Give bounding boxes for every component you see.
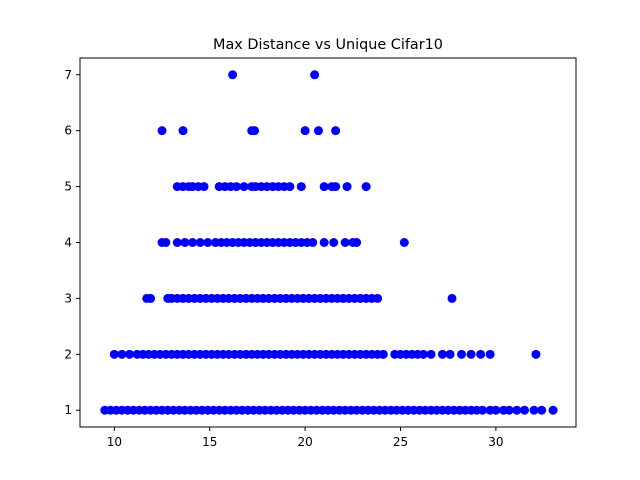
data-point xyxy=(199,182,209,192)
data-point xyxy=(476,349,486,359)
data-point xyxy=(331,126,341,136)
data-point xyxy=(300,126,310,136)
data-point xyxy=(203,238,213,247)
data-point xyxy=(239,182,249,192)
data-point xyxy=(195,238,205,247)
data-point xyxy=(319,238,329,247)
data-point xyxy=(352,238,362,247)
x-tick-label: 25 xyxy=(393,435,408,449)
data-point xyxy=(373,293,383,303)
x-tick-label: 30 xyxy=(488,435,503,449)
y-tick-label: 4 xyxy=(64,236,72,250)
x-axis: 10 15 20 25 30 xyxy=(107,427,504,449)
data-point xyxy=(157,126,167,136)
data-point xyxy=(426,349,436,359)
data-point xyxy=(329,238,339,247)
x-tick-label: 10 xyxy=(107,435,122,449)
data-point xyxy=(447,293,457,303)
data-point xyxy=(485,349,495,359)
data-point xyxy=(512,405,522,415)
y-axis: 1 2 3 4 5 6 7 xyxy=(64,68,80,417)
data-point xyxy=(319,182,329,192)
data-point xyxy=(342,182,352,192)
points-layer xyxy=(100,70,558,415)
data-point xyxy=(437,349,447,359)
data-point xyxy=(231,182,241,192)
data-point xyxy=(296,182,306,192)
data-point xyxy=(529,405,539,415)
data-point xyxy=(491,405,501,415)
data-point xyxy=(478,405,488,415)
x-tick-label: 20 xyxy=(297,435,312,449)
data-point xyxy=(285,182,295,192)
data-point xyxy=(146,293,156,303)
data-point xyxy=(399,238,409,247)
data-point xyxy=(310,70,320,80)
data-point xyxy=(188,238,198,247)
y-tick-label: 2 xyxy=(64,347,72,361)
y-tick-label: 7 xyxy=(64,68,72,82)
y-tick-label: 1 xyxy=(64,403,72,417)
y-tick-label: 5 xyxy=(64,180,72,194)
data-point xyxy=(340,238,350,247)
data-point xyxy=(180,238,190,247)
data-point xyxy=(172,238,182,247)
data-point xyxy=(445,349,455,359)
data-point xyxy=(117,349,127,359)
x-tick-label: 15 xyxy=(202,435,217,449)
data-point xyxy=(466,349,476,359)
data-point xyxy=(531,349,541,359)
data-point xyxy=(178,126,188,136)
data-point xyxy=(537,405,547,415)
data-point xyxy=(548,405,558,415)
data-point xyxy=(228,70,238,80)
data-point xyxy=(361,182,371,192)
data-point xyxy=(109,349,119,359)
data-point xyxy=(519,405,529,415)
data-point xyxy=(378,349,388,359)
data-point xyxy=(125,349,135,359)
data-point xyxy=(457,349,467,359)
data-point xyxy=(308,238,318,247)
chart-title: Max Distance vs Unique Cifar10 xyxy=(213,37,443,53)
y-tick-label: 6 xyxy=(64,124,72,138)
data-point xyxy=(161,238,171,247)
y-tick-label: 3 xyxy=(64,291,72,305)
data-point xyxy=(418,349,428,359)
data-point xyxy=(250,126,260,136)
data-point xyxy=(313,126,323,136)
data-point xyxy=(504,405,514,415)
data-point xyxy=(331,182,341,192)
